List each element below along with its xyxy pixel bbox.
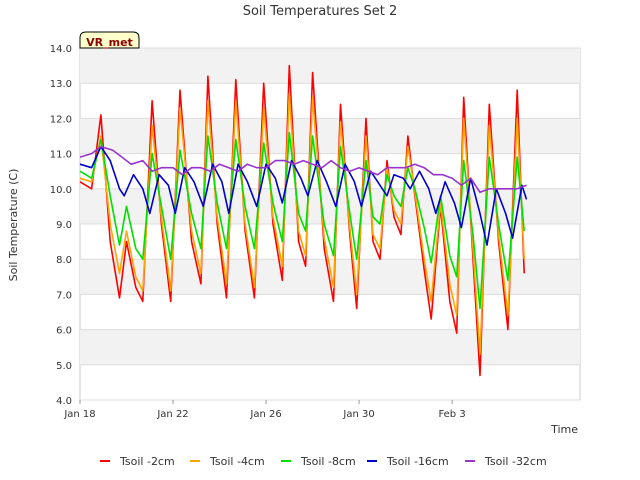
station-badge: VR_met — [79, 31, 140, 49]
y-tick-label: 12.0 — [50, 114, 72, 125]
legend-label-tsoil-32cm: Tsoil -32cm — [484, 455, 547, 468]
y-axis-ticks: 4.0 5.0 6.0 7.0 8.0 9.0 10.0 11.0 12.0 13.0 14.0 — [50, 44, 72, 407]
y-tick-label: 7.0 — [56, 290, 72, 301]
y-tick-label: 11.0 — [50, 150, 72, 161]
y-tick-label: 9.0 — [56, 220, 72, 231]
y-axis-label: Soil Temperature (C) — [7, 169, 20, 282]
chart-title: Soil Temperatures Set 2 — [243, 4, 398, 19]
legend-label-tsoil-4cm: Tsoil -4cm — [209, 455, 265, 468]
x-tick-label: Feb 3 — [438, 409, 465, 420]
series-lines — [79, 64, 528, 377]
x-tick-label: Jan 30 — [342, 409, 374, 420]
y-tick-label: 13.0 — [50, 79, 72, 90]
legend-label-tsoil-2cm: Tsoil -2cm — [119, 455, 175, 468]
x-axis-label: Time — [550, 423, 578, 436]
legend-label-tsoil-16cm: Tsoil -16cm — [386, 455, 449, 468]
x-tick-label: Jan 18 — [63, 409, 95, 420]
y-tick-label: 8.0 — [56, 255, 72, 266]
x-axis-ticks: Jan 18 Jan 22 Jan 26 Jan 30 Feb 3 — [63, 400, 466, 420]
x-tick-label: Jan 26 — [249, 409, 281, 420]
series-line-tsoil-16cm — [79, 145, 528, 246]
series-line-tsoil-32cm — [79, 145, 527, 194]
station-badge-label: VR_met — [86, 36, 133, 49]
y-tick-label: 6.0 — [56, 326, 72, 337]
grid-band — [80, 118, 580, 154]
y-tick-label: 10.0 — [50, 185, 72, 196]
legend: Tsoil -2cm Tsoil -4cm Tsoil -8cm Tsoil -16c… — [100, 455, 547, 468]
y-tick-label: 14.0 — [50, 44, 72, 55]
series-line-tsoil-8cm — [79, 131, 525, 310]
grid-band — [80, 48, 580, 84]
x-tick-label: Jan 22 — [156, 409, 188, 420]
grid-band — [80, 329, 580, 365]
y-tick-label: 5.0 — [56, 361, 72, 372]
legend-label-tsoil-8cm: Tsoil -8cm — [300, 455, 356, 468]
y-tick-label: 4.0 — [56, 396, 72, 407]
